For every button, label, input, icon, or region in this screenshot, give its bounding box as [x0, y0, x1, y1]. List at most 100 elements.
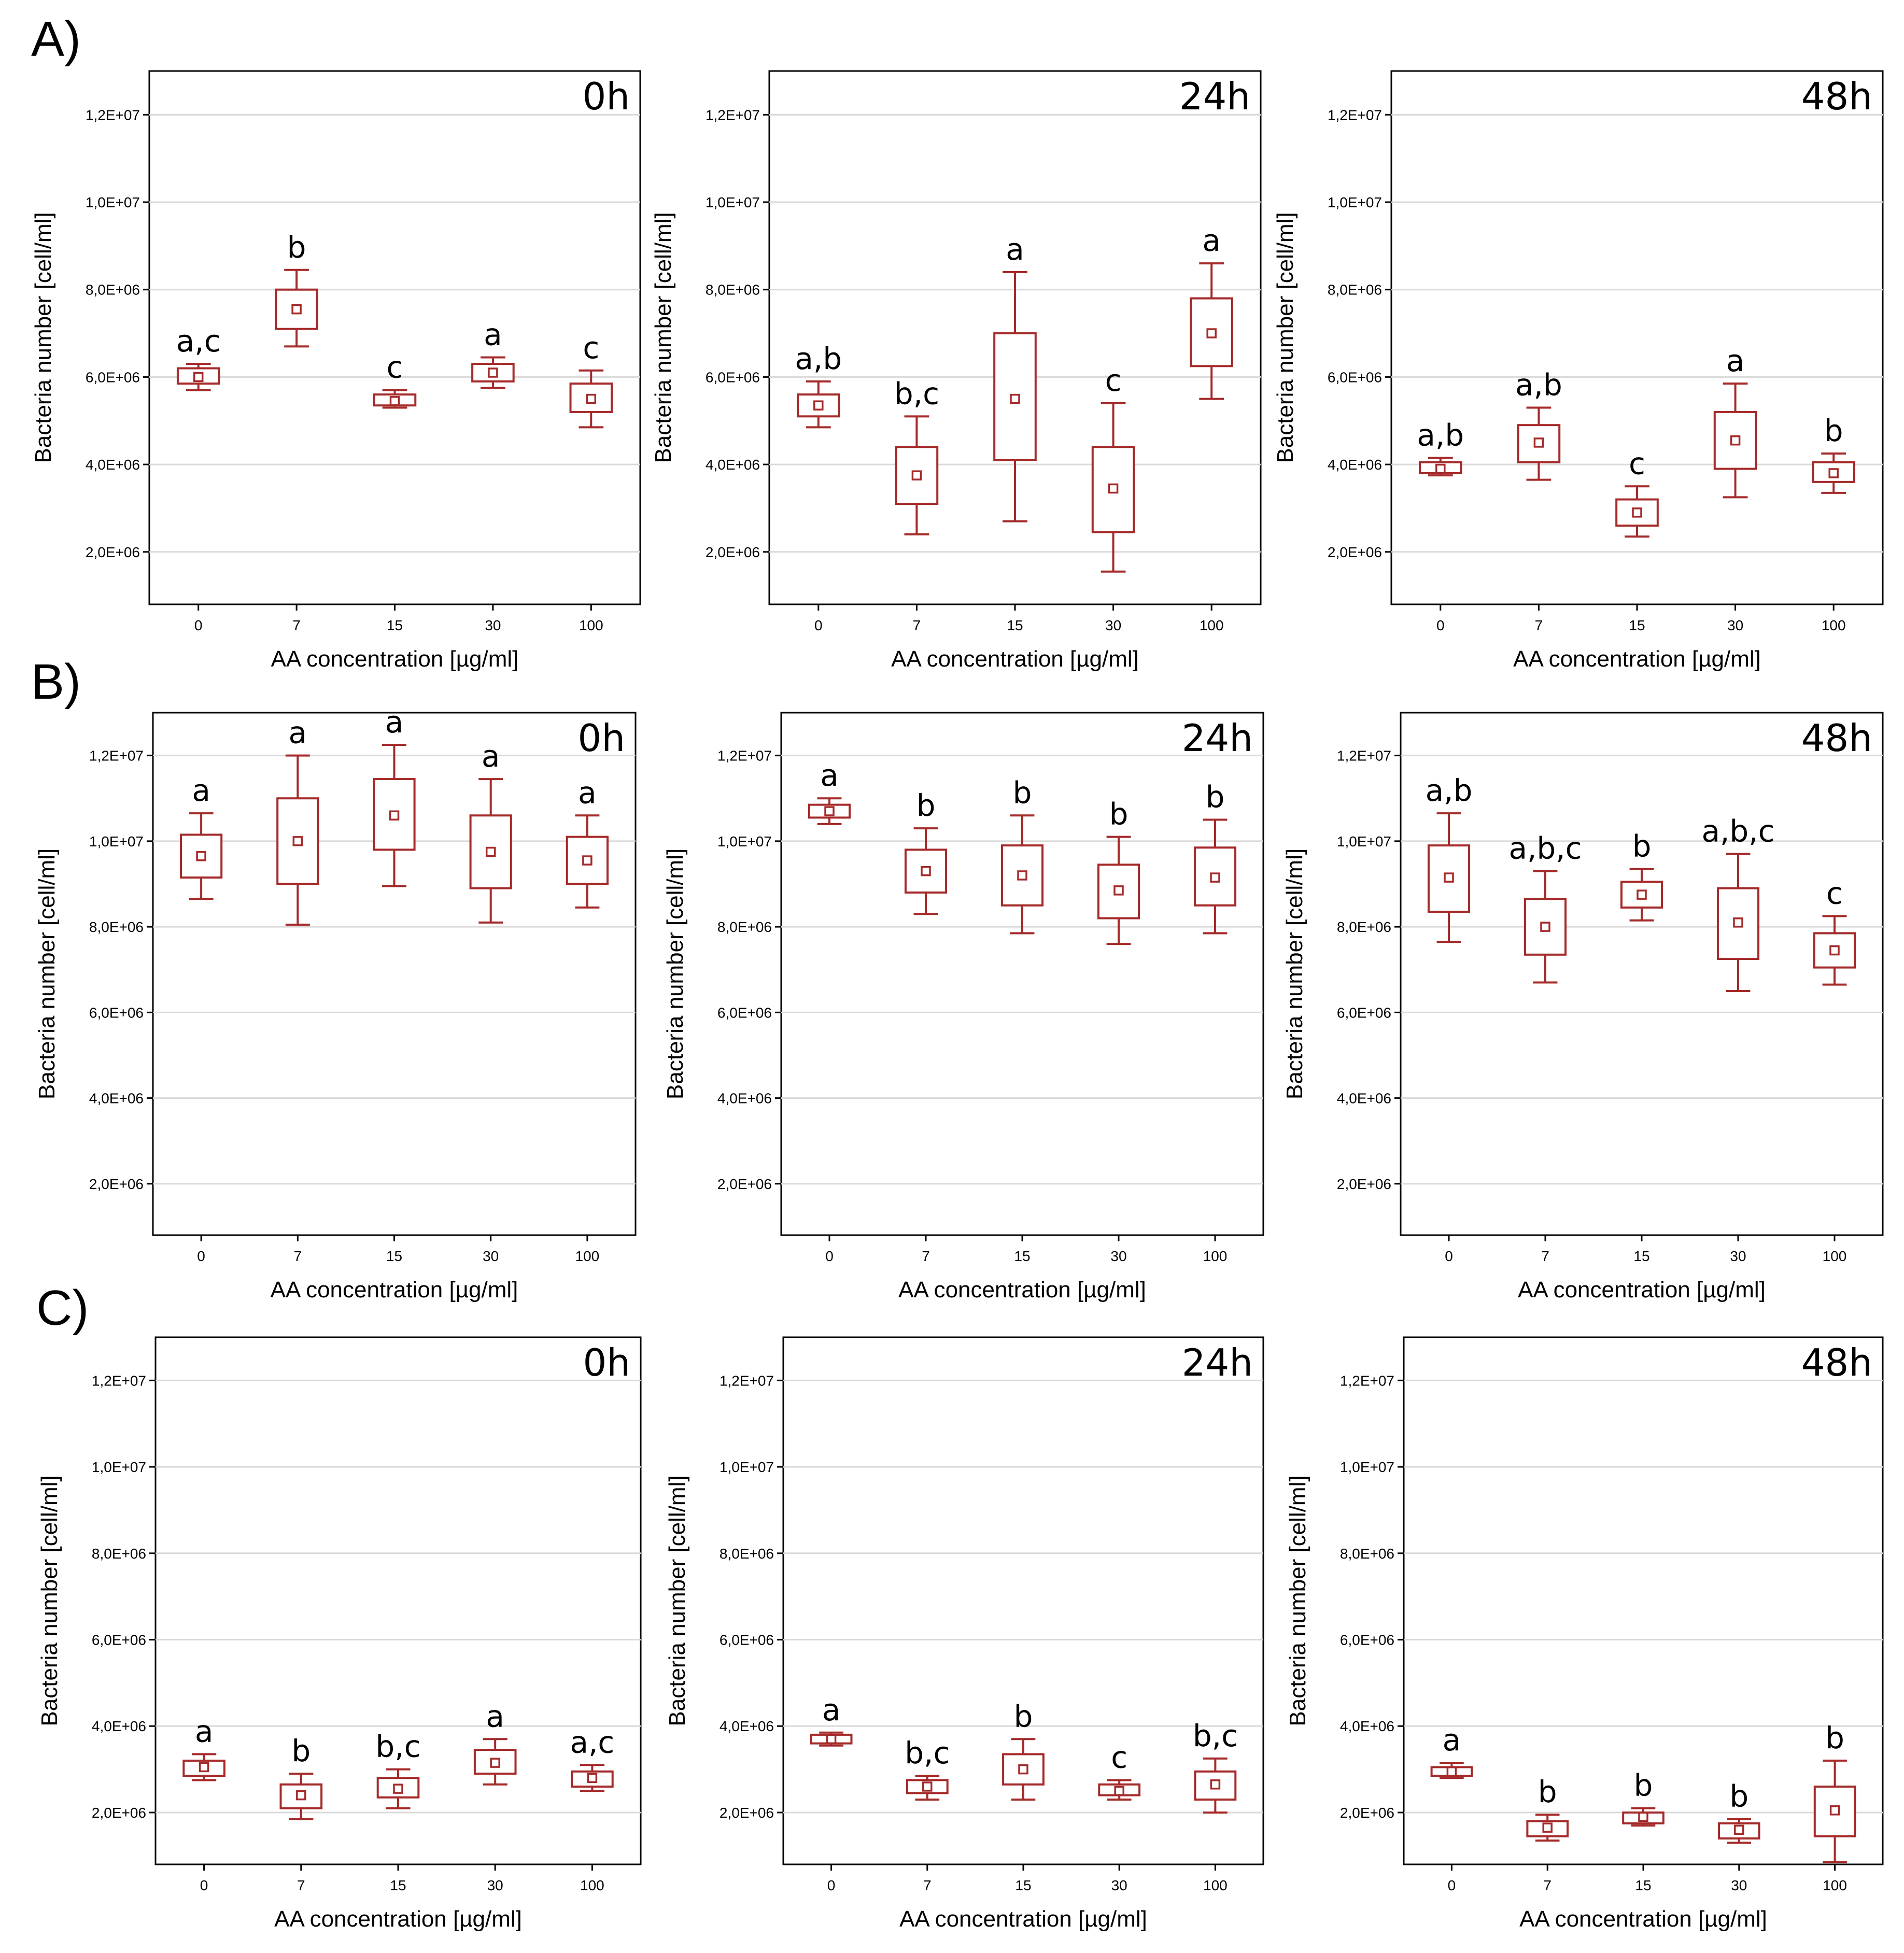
x-tick-label: 0	[825, 1248, 834, 1264]
y-axis-label: Bacteria number [cell/ml]	[1285, 1475, 1310, 1726]
x-tick-label: 30	[487, 1877, 503, 1893]
x-tick-label: 0	[814, 617, 823, 633]
box-0: a	[182, 1714, 225, 1781]
mean-marker	[826, 1734, 837, 1745]
significance-letter: b	[1634, 1768, 1653, 1803]
mean-marker	[1446, 1766, 1457, 1777]
significance-letter: b	[1824, 413, 1843, 448]
panel-a-0h: 2,0E+06 4,0E+06 6,0E+06 8,0E+06 1,0E+07 1,2E+…	[31, 70, 641, 672]
x-tick-label: 30	[1111, 1877, 1127, 1893]
box-30: a	[471, 317, 515, 389]
y-tick-label: 1,0E+07	[1340, 1459, 1394, 1475]
y-tick-label: 1,0E+07	[706, 194, 760, 210]
x-tick-label: 100	[1822, 617, 1846, 633]
y-tick-label: 1,2E+07	[720, 1372, 774, 1389]
y-tick-label: 4,0E+06	[1328, 457, 1382, 473]
significance-letter: a,b	[1417, 417, 1464, 452]
y-tick-label: 1,2E+07	[89, 748, 144, 764]
x-tick-label: 100	[1203, 1877, 1228, 1893]
x-tick-label: 100	[579, 617, 603, 633]
significance-letter: b	[287, 230, 306, 265]
y-tick-label: 1,0E+07	[86, 194, 140, 210]
y-tick-label: 8,0E+06	[706, 282, 760, 298]
x-tick-label: 15	[386, 1248, 402, 1264]
y-axis-label: Bacteria number [cell/ml]	[662, 848, 688, 1099]
x-tick-label: 15	[1629, 617, 1645, 633]
mean-marker	[1637, 889, 1647, 900]
mean-marker	[389, 810, 400, 821]
y-tick-label: 8,0E+06	[1340, 1546, 1394, 1562]
significance-letter: c	[1826, 875, 1843, 911]
box-7: b,c	[894, 376, 939, 536]
box-0: a,b	[1417, 417, 1464, 477]
box-100: a,c	[570, 1724, 614, 1792]
significance-letter: b	[916, 788, 936, 823]
x-tick-label: 15	[390, 1877, 406, 1893]
y-tick-label: 1,0E+07	[1328, 194, 1382, 210]
row-label-a: A)	[31, 11, 81, 67]
mean-marker	[1828, 468, 1839, 478]
mean-marker	[389, 396, 400, 406]
mean-marker	[1444, 872, 1454, 883]
mean-marker	[1533, 437, 1544, 448]
significance-letter: b	[291, 1733, 311, 1768]
y-axis-label: Bacteria number [cell/ml]	[651, 212, 676, 463]
y-tick-label: 4,0E+06	[720, 1718, 774, 1734]
y-tick-label: 6,0E+06	[1337, 1004, 1391, 1021]
y-tick-label: 1,0E+07	[89, 833, 144, 850]
box-7: b	[1526, 1774, 1569, 1842]
x-axis-label: AA concentration [µg/ml]	[898, 1277, 1146, 1303]
mean-marker	[586, 393, 597, 404]
x-tick-label: 30	[1105, 617, 1121, 633]
significance-letter: b,c	[894, 376, 939, 411]
mean-marker	[587, 1773, 598, 1784]
significance-letter: a	[482, 739, 500, 774]
x-tick-label: 0	[197, 1248, 205, 1264]
panel-b-24h: 2,0E+06 4,0E+06 6,0E+06 8,0E+06 1,0E+07 1,2E+…	[662, 712, 1264, 1303]
y-tick-label: 8,0E+06	[720, 1546, 774, 1562]
mean-marker	[1108, 483, 1119, 494]
box-body	[275, 288, 318, 330]
significance-letter: b	[1109, 797, 1129, 832]
box-100: c	[569, 330, 613, 429]
mean-marker	[1017, 870, 1027, 881]
significance-letter: a	[822, 1692, 841, 1728]
y-tick-label: 4,0E+06	[89, 1091, 144, 1107]
y-tick-label: 2,0E+06	[717, 1176, 772, 1192]
y-tick-label: 1,0E+07	[92, 1459, 146, 1475]
panel-time-label: 48h	[1801, 716, 1872, 760]
x-tick-label: 7	[292, 617, 301, 633]
mean-marker	[292, 836, 303, 846]
significance-letter: a,c	[176, 323, 221, 359]
x-tick-label: 0	[1445, 1248, 1453, 1264]
x-tick-label: 30	[485, 617, 501, 633]
box-30: a	[473, 1699, 517, 1786]
box-0: a	[808, 758, 851, 825]
y-tick-label: 1,0E+07	[1337, 833, 1391, 850]
significance-letter: b	[1206, 780, 1225, 815]
x-tick-label: 30	[1730, 1248, 1746, 1264]
x-tick-label: 100	[1203, 1248, 1228, 1264]
panels: 2,0E+06 4,0E+06 6,0E+06 8,0E+06 1,0E+07 1,2E+…	[31, 70, 1884, 1932]
significance-letter: a,b	[1426, 773, 1473, 808]
y-tick-label: 8,0E+06	[1337, 919, 1391, 935]
panel-c-48h: 2,0E+06 4,0E+06 6,0E+06 8,0E+06 1,0E+07 1,2E+…	[1285, 1336, 1884, 1932]
x-tick-label: 15	[1015, 1877, 1031, 1893]
mean-marker	[582, 855, 593, 866]
x-axis-label: AA concentration [µg/ml]	[271, 646, 519, 672]
panel-time-label: 0h	[583, 75, 630, 118]
box-body	[1812, 461, 1856, 483]
significance-letter: a	[820, 758, 839, 793]
box-15: b,c	[375, 1729, 421, 1809]
y-axis-label: Bacteria number [cell/ml]	[37, 1475, 62, 1726]
box-0: a,b	[1426, 773, 1473, 943]
x-axis-label: AA concentration [µg/ml]	[1513, 646, 1761, 672]
box-7: b	[904, 788, 948, 915]
mean-marker	[1010, 393, 1020, 404]
mean-marker	[291, 304, 302, 315]
significance-letter: c	[387, 350, 403, 385]
x-axis-label: AA concentration [µg/ml]	[891, 646, 1139, 672]
significance-letter: a,b,c	[1508, 831, 1582, 866]
mean-marker	[1632, 507, 1642, 518]
